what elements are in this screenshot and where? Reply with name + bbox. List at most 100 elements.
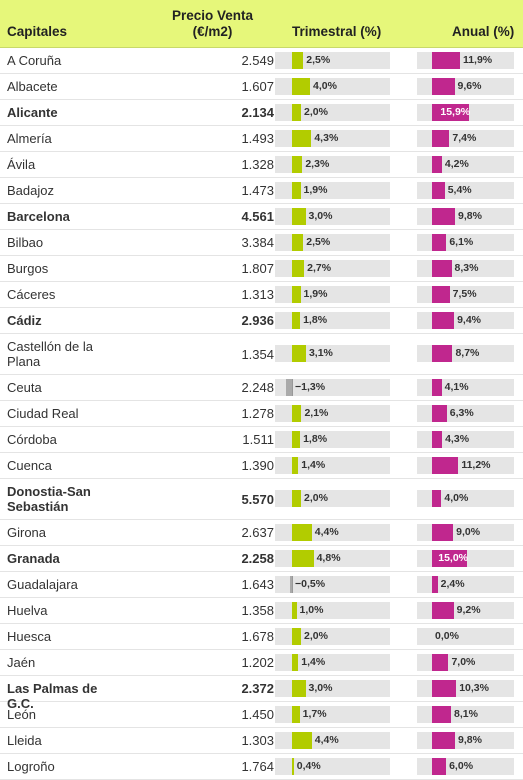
city-name: Almería xyxy=(7,131,52,146)
trimestral-bar-track: 4,4% xyxy=(275,524,390,541)
anual-bar-track: 9,6% xyxy=(417,78,514,95)
table-row: Cáceres 1.313 1,9% 7,5% xyxy=(0,282,523,308)
trimestral-bar xyxy=(292,286,301,303)
trimestral-bar-track: 4,0% xyxy=(275,78,390,95)
anual-bar xyxy=(432,490,442,507)
table-row: Huelva 1.358 1,0% 9,2% xyxy=(0,598,523,624)
trimestral-bar xyxy=(289,576,292,593)
price-value: 3.384 xyxy=(241,235,274,250)
city-name: Ávila xyxy=(7,157,36,172)
trimestral-bar-track: 3,0% xyxy=(275,208,390,225)
anual-bar xyxy=(432,52,460,69)
anual-bar-track: 4,1% xyxy=(417,379,514,396)
table-row: Barcelona 4.561 3,0% 9,8% xyxy=(0,204,523,230)
anual-label: 9,8% xyxy=(458,210,482,222)
anual-label: 15,9% xyxy=(440,106,471,118)
trimestral-bar xyxy=(292,654,299,671)
city-name: Bilbao xyxy=(7,235,44,250)
trimestral-bar xyxy=(292,234,304,251)
price-value: 2.936 xyxy=(241,313,274,328)
trimestral-bar xyxy=(292,431,301,448)
city-name: Logroño xyxy=(7,759,55,774)
header-precio-line1: Precio Venta xyxy=(171,8,254,23)
trimestral-label: 2,5% xyxy=(306,236,331,248)
price-value: 2.637 xyxy=(241,525,274,540)
city-name: Lleida xyxy=(7,733,42,748)
header-precio: Precio Venta (€/m2) xyxy=(150,8,275,40)
anual-label: 4,3% xyxy=(445,433,470,445)
trimestral-label: 3,1% xyxy=(308,347,333,359)
price-value: 2.372 xyxy=(241,681,274,696)
anual-bar xyxy=(432,156,442,173)
anual-label: 4,2% xyxy=(444,158,469,170)
anual-label: 9,0% xyxy=(456,526,481,538)
trimestral-bar-track: 4,4% xyxy=(275,732,390,749)
trimestral-label: 2,5% xyxy=(306,54,331,66)
anual-bar-track: 10,3% xyxy=(417,680,514,697)
anual-label: 10,3% xyxy=(459,682,489,694)
trimestral-label: 1,9% xyxy=(303,184,328,196)
table-row: Lleida 1.303 4,4% 9,8% xyxy=(0,728,523,754)
trimestral-bar-track: 1,8% xyxy=(275,431,390,448)
table-row: Castellón de la Plana 1.354 3,1% 8,7% xyxy=(0,334,523,375)
trimestral-bar xyxy=(292,602,297,619)
trimestral-label: 2,0% xyxy=(304,630,328,642)
anual-label: 5,4% xyxy=(447,184,472,196)
price-value: 1.313 xyxy=(241,287,274,302)
trimestral-bar xyxy=(292,156,303,173)
anual-bar xyxy=(432,345,453,362)
anual-bar-track: 5,4% xyxy=(417,182,514,199)
price-value: 1.202 xyxy=(241,655,274,670)
city-name: Badajoz xyxy=(7,183,54,198)
table-row: Bilbao 3.384 2,5% 6,1% xyxy=(0,230,523,256)
trimestral-bar-track: 3,1% xyxy=(275,345,390,362)
anual-bar xyxy=(432,405,447,422)
trimestral-label: 4,3% xyxy=(314,132,339,144)
table-row: Alicante 2.134 2,0% 15,9% xyxy=(0,100,523,126)
price-value: 4.561 xyxy=(241,209,274,224)
table-row: A Coruña 2.549 2,5% 11,9% xyxy=(0,48,523,74)
city-name: Castellón de la Plana xyxy=(7,339,93,369)
price-value: 1.328 xyxy=(241,157,274,172)
trimestral-label: 2,1% xyxy=(304,407,329,419)
table-row: Albacete 1.607 4,0% 9,6% xyxy=(0,74,523,100)
anual-label: 9,8% xyxy=(458,734,482,746)
table-row: Badajoz 1.473 1,9% 5,4% xyxy=(0,178,523,204)
trimestral-bar xyxy=(292,732,312,749)
anual-bar xyxy=(432,457,459,474)
price-value: 1.278 xyxy=(241,406,274,421)
trimestral-bar xyxy=(292,680,306,697)
trimestral-label: 3,0% xyxy=(308,210,333,222)
anual-bar-track: 0,0% xyxy=(417,628,514,645)
anual-bar-track: 11,2% xyxy=(417,457,514,474)
anual-bar-track: 9,8% xyxy=(417,208,514,225)
anual-bar-track: 9,8% xyxy=(417,732,514,749)
anual-bar-track: 9,0% xyxy=(417,524,514,541)
city-name: Barcelona xyxy=(7,209,70,224)
trimestral-bar-track: −1,3% xyxy=(275,379,390,396)
price-value: 1.473 xyxy=(241,183,274,198)
anual-bar-track: 11,9% xyxy=(417,52,514,69)
table-row: Logroño 1.764 0,4% 6,0% xyxy=(0,754,523,780)
anual-label: 2,4% xyxy=(440,578,465,590)
table-row: Donostia-San Sebastián 5.570 2,0% 4,0% xyxy=(0,479,523,520)
anual-bar xyxy=(432,576,438,593)
table-row: Jaén 1.202 1,4% 7,0% xyxy=(0,650,523,676)
table-row: Burgos 1.807 2,7% 8,3% xyxy=(0,256,523,282)
anual-label: 9,2% xyxy=(456,604,481,616)
trimestral-bar xyxy=(292,628,301,645)
table-row: Granada 2.258 4,8% 15,0% xyxy=(0,546,523,572)
trimestral-label: 1,0% xyxy=(299,604,324,616)
anual-bar-track: 8,3% xyxy=(417,260,514,277)
city-name: Burgos xyxy=(7,261,49,276)
anual-bar xyxy=(432,182,445,199)
price-value: 1.303 xyxy=(241,733,274,748)
anual-bar-track: 2,4% xyxy=(417,576,514,593)
anual-bar xyxy=(432,234,447,251)
trimestral-bar-track: 1,9% xyxy=(275,286,390,303)
price-value: 1.493 xyxy=(241,131,274,146)
city-name: Cádiz xyxy=(7,313,42,328)
city-name: Albacete xyxy=(7,79,58,94)
price-value: 2.134 xyxy=(241,105,274,120)
anual-bar-track: 15,9% xyxy=(417,104,514,121)
